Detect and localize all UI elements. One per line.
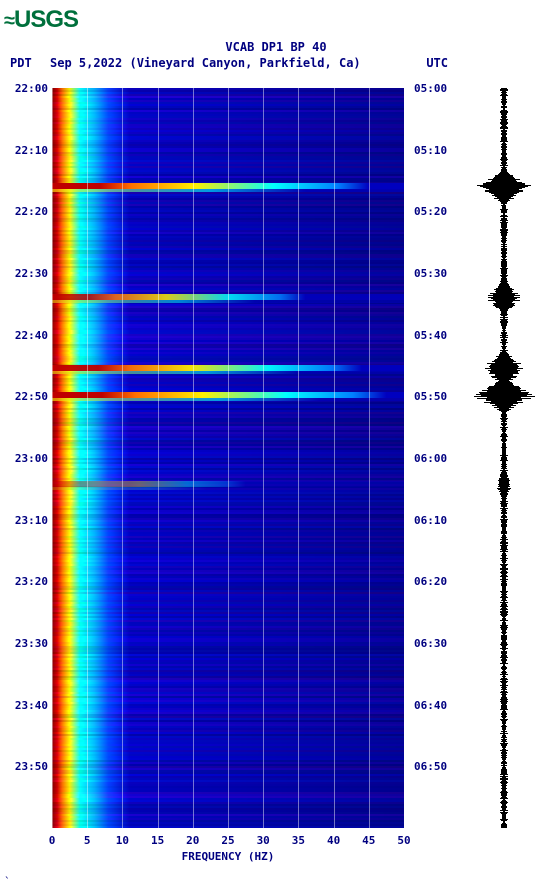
y-right-tick: 06:00	[414, 452, 447, 465]
x-tick: 10	[112, 834, 132, 847]
x-tick: 25	[218, 834, 238, 847]
x-tick: 45	[359, 834, 379, 847]
y-right-tick: 06:50	[414, 760, 447, 773]
x-tick: 35	[288, 834, 308, 847]
y-right-tick: 05:20	[414, 205, 447, 218]
x-axis-title: FREQUENCY (HZ)	[52, 850, 404, 863]
y-left-tick: 22:00	[2, 82, 48, 95]
y-right-tick: 05:30	[414, 267, 447, 280]
x-tick: 0	[42, 834, 62, 847]
y-right-tick: 06:30	[414, 637, 447, 650]
y-left-tick: 23:50	[2, 760, 48, 773]
waveform-panel	[474, 88, 534, 828]
usgs-logo: ≈USGS	[4, 6, 78, 34]
y-left-tick: 22:20	[2, 205, 48, 218]
y-right-tick: 06:10	[414, 514, 447, 527]
x-tick: 15	[148, 834, 168, 847]
y-right-tick: 05:00	[414, 82, 447, 95]
y-right-tick: 06:40	[414, 699, 447, 712]
x-tick: 40	[324, 834, 344, 847]
y-left-tick: 22:50	[2, 390, 48, 403]
x-tick: 20	[183, 834, 203, 847]
y-left-tick: 22:30	[2, 267, 48, 280]
y-left-tick: 23:20	[2, 575, 48, 588]
chart-title: VCAB DP1 BP 40	[0, 40, 552, 54]
y-right-tick: 05:40	[414, 329, 447, 342]
x-tick: 5	[77, 834, 97, 847]
logo-wave-icon: ≈	[4, 10, 14, 33]
y-right-tick: 05:10	[414, 144, 447, 157]
pdt-label: PDT	[10, 56, 32, 70]
y-left-tick: 23:10	[2, 514, 48, 527]
y-left-tick: 23:40	[2, 699, 48, 712]
x-tick: 50	[394, 834, 414, 847]
y-left-tick: 22:10	[2, 144, 48, 157]
date-location: Sep 5,2022 (Vineyard Canyon, Parkfield, …	[50, 56, 361, 70]
y-right-tick: 05:50	[414, 390, 447, 403]
y-left-tick: 23:00	[2, 452, 48, 465]
spectrogram-plot	[52, 88, 404, 828]
footer-mark: `	[4, 875, 11, 888]
y-left-tick: 22:40	[2, 329, 48, 342]
y-left-tick: 23:30	[2, 637, 48, 650]
logo-text: USGS	[14, 6, 78, 33]
y-right-tick: 06:20	[414, 575, 447, 588]
utc-label: UTC	[426, 56, 448, 70]
x-tick: 30	[253, 834, 273, 847]
